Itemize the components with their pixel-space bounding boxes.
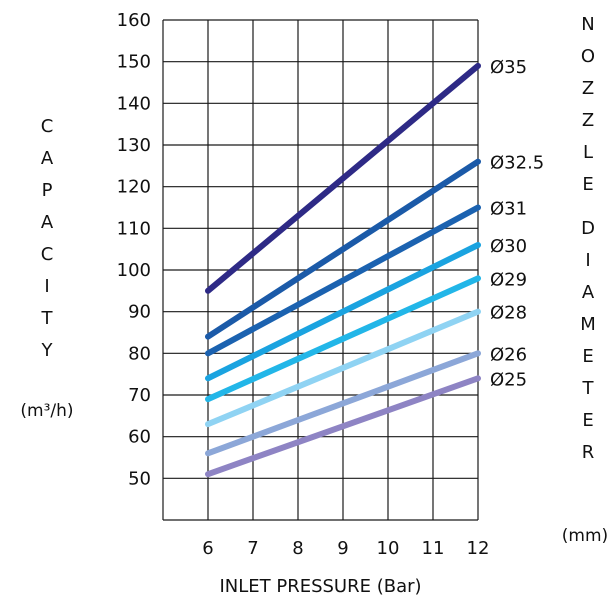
y-axis-label-letter: T — [41, 308, 54, 329]
y-axis-unit: (m³/h) — [20, 401, 73, 421]
series-label: Ø25 — [490, 369, 527, 390]
legend-title-letter: D — [581, 218, 595, 239]
y-axis-label-letter: C — [41, 116, 54, 137]
legend-unit: (mm) — [562, 526, 608, 546]
series-label: Ø35 — [490, 57, 527, 78]
series-labels: Ø35 Ø32.5 Ø31 Ø30 Ø29 Ø28 Ø26 Ø25 — [490, 57, 544, 391]
y-axis-label-letter: C — [41, 244, 54, 265]
y-tick-label: 100 — [117, 260, 151, 281]
legend-title-letter: E — [582, 174, 593, 195]
y-tick-label: 60 — [128, 427, 151, 448]
x-tick-label: 10 — [377, 538, 400, 559]
series-label: Ø26 — [490, 344, 527, 365]
x-axis-label: INLET PRESSURE (Bar) — [219, 576, 421, 597]
legend-title-letter: O — [581, 46, 595, 67]
legend-title-letter: E — [582, 346, 593, 367]
legend-title-letter: I — [585, 250, 590, 271]
legend-title-letter: Z — [582, 78, 594, 99]
series-label: Ø32.5 — [490, 153, 544, 174]
series-label: Ø28 — [490, 303, 527, 324]
y-tick-label: 70 — [128, 385, 151, 406]
y-tick-label: 80 — [128, 343, 151, 364]
y-axis-label-letter: A — [41, 212, 54, 233]
y-tick-label: 150 — [117, 52, 151, 73]
y-tick-label: 50 — [128, 468, 151, 489]
y-tick-label: 110 — [117, 218, 151, 239]
y-axis-tick-labels: 50 60 70 80 90 100 110 120 130 140 150 160 — [117, 10, 151, 489]
x-tick-label: 9 — [337, 538, 348, 559]
y-tick-label: 90 — [128, 302, 151, 323]
y-axis-label-letter: P — [42, 180, 53, 201]
x-tick-label: 11 — [422, 538, 445, 559]
y-tick-label: 160 — [117, 10, 151, 31]
y-axis-label-letter: I — [44, 276, 49, 297]
y-tick-label: 130 — [117, 135, 151, 156]
series-label: Ø30 — [490, 236, 527, 257]
legend-title-letter: M — [580, 314, 596, 335]
x-axis-tick-labels: 6 7 8 9 10 11 12 — [202, 538, 489, 559]
legend-title-letter: R — [582, 442, 595, 463]
legend-title-letter: N — [581, 14, 594, 35]
y-axis-label-letter: Y — [41, 340, 54, 361]
x-tick-label: 6 — [202, 538, 213, 559]
legend-title-letter: T — [582, 378, 595, 399]
legend-title-letter: A — [582, 282, 595, 303]
y-tick-label: 120 — [117, 177, 151, 198]
y-axis-label-letter: A — [41, 148, 54, 169]
x-tick-label: 7 — [247, 538, 258, 559]
legend-title-letter: Z — [582, 110, 594, 131]
x-tick-label: 8 — [292, 538, 303, 559]
legend-title-letter: E — [582, 410, 593, 431]
x-tick-label: 12 — [467, 538, 490, 559]
series-label: Ø31 — [490, 199, 527, 220]
series-label: Ø29 — [490, 269, 527, 290]
legend-title-letter: L — [583, 142, 593, 163]
y-tick-label: 140 — [117, 93, 151, 114]
